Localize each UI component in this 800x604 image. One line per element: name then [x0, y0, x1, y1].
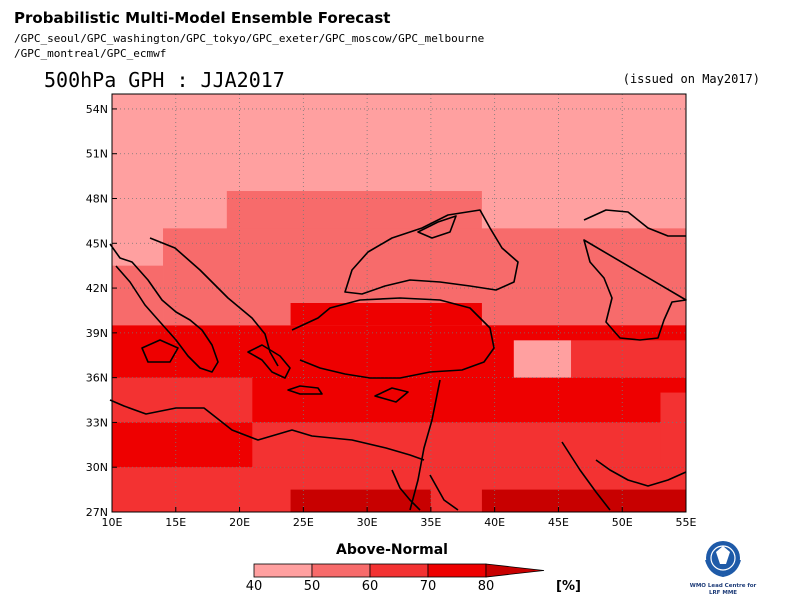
probability-region — [513, 340, 572, 378]
y-tick-label: 42N — [86, 282, 108, 295]
probability-region — [112, 377, 253, 423]
coastline-levant — [409, 379, 441, 511]
coastline-red-sea-east — [429, 474, 459, 511]
coastline-persian-gulf — [595, 459, 687, 487]
coastline-cyprus — [374, 387, 409, 403]
colorbar-label: 50 — [304, 579, 321, 594]
y-tick-label: 54N — [86, 103, 108, 116]
probability-region — [660, 392, 686, 468]
x-tick-label: 20E — [229, 516, 250, 529]
probability-region — [252, 422, 661, 468]
coastline-crimea — [417, 215, 457, 239]
map-frame — [111, 93, 687, 513]
probability-region — [481, 489, 686, 512]
map-title: 500hPa GPH : JJA2017 — [44, 68, 285, 92]
map-grid — [112, 94, 686, 512]
sources-line-1: /GPC_seoul/GPC_washington/GPC_tokyo/GPC_… — [14, 32, 485, 45]
wmo-emblem-icon: WMO Lead Centre for LRF MME — [690, 541, 757, 596]
coastline-red-sea — [391, 469, 421, 511]
x-tick-label: 10E — [102, 516, 123, 529]
y-tick-label: 30N — [86, 461, 108, 474]
probability-region — [290, 489, 431, 512]
logo-text-line-2: LRF MME — [709, 590, 737, 596]
y-tick-label: 51N — [86, 148, 108, 161]
y-tick-label: 27N — [86, 506, 108, 519]
colorbar-title: Above-Normal — [336, 542, 448, 558]
colorbar-label: 70 — [420, 579, 437, 594]
y-tick-label: 36N — [86, 372, 108, 385]
probability-regions — [112, 94, 686, 512]
x-tick-label: 15E — [165, 516, 186, 529]
colorbar-label: 40 — [246, 579, 263, 594]
y-tick-label: 45N — [86, 237, 108, 250]
coastline-sicily — [141, 339, 179, 363]
colorbar-segment — [253, 563, 313, 578]
x-tick-label: 40E — [484, 516, 505, 529]
coastline-crete — [287, 385, 323, 395]
colorbar-arrow — [485, 563, 545, 578]
x-tick-label: 30E — [357, 516, 378, 529]
coastline-black-sea — [344, 209, 519, 295]
sources-line-2: /GPC_montreal/GPC_ecmwf — [14, 47, 167, 60]
y-tick-label: 39N — [86, 327, 108, 340]
colorbar-unit: [%] — [556, 579, 581, 594]
coastline-aegean-turkey — [291, 297, 495, 379]
issued-date: (issued on May2017) — [622, 72, 760, 86]
coastline-greece — [247, 344, 291, 379]
y-tick-label: 33N — [86, 416, 108, 429]
x-tick-label: 45E — [548, 516, 569, 529]
x-tick-label: 35E — [420, 516, 441, 529]
coastline-arabia — [561, 441, 611, 511]
x-tick-label: 25E — [293, 516, 314, 529]
wmo-logo: WMO Lead Centre for LRF MME — [688, 530, 758, 600]
logo-text-line-1: WMO Lead Centre for — [690, 583, 757, 589]
colorbar-segment — [311, 563, 371, 578]
colorbar-label: 60 — [362, 579, 379, 594]
x-tick-label: 55E — [676, 516, 697, 529]
coastline-caspian — [583, 209, 687, 341]
colorbar: 40 50 60 70 80 [%] — [246, 563, 581, 594]
colorbar-segment — [369, 563, 429, 578]
colorbar-segment — [427, 563, 487, 578]
coastlines — [109, 209, 687, 511]
coastline-italy — [109, 243, 219, 373]
colorbar-label: 80 — [478, 579, 495, 594]
coastline-north-africa — [109, 399, 425, 461]
longitude-ticks: 10E 15E 20E 25E 30E 35E 40E 45E 50E 55E — [102, 507, 697, 529]
latitude-ticks: 27N 30N 33N 36N 39N 42N 45N 48N 51N 54N — [86, 103, 117, 519]
probability-region — [290, 303, 482, 326]
probability-region — [571, 340, 686, 378]
y-tick-label: 48N — [86, 193, 108, 206]
x-tick-label: 50E — [612, 516, 633, 529]
page-title: Probabilistic Multi-Model Ensemble Forec… — [14, 9, 391, 27]
